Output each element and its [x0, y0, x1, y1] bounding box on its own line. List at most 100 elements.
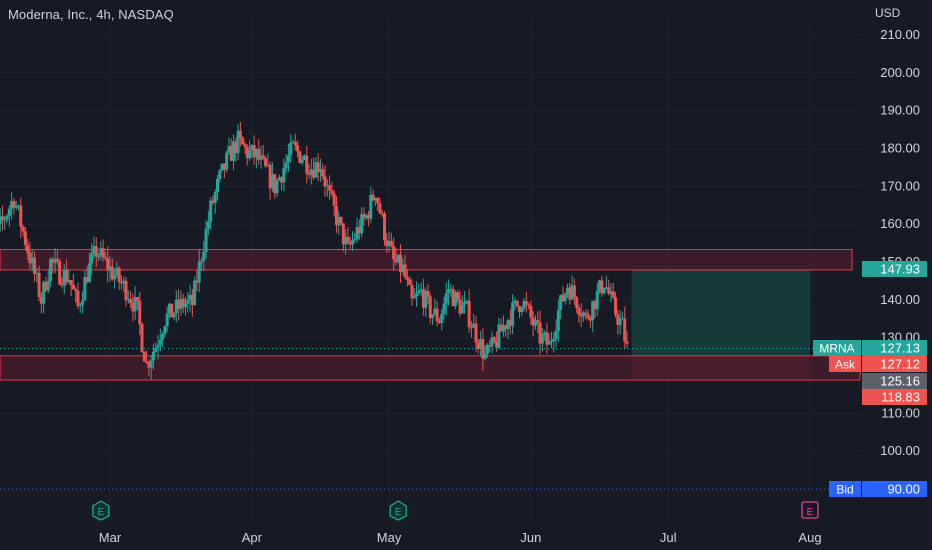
candle-body	[103, 257, 107, 259]
candle-body	[376, 197, 380, 204]
candle-body	[138, 300, 142, 325]
candle-body	[145, 361, 149, 363]
candle	[490, 331, 494, 354]
candle	[479, 330, 483, 357]
candle	[389, 232, 393, 248]
candle	[380, 209, 384, 218]
candle-body	[113, 275, 117, 280]
candle-body	[421, 289, 425, 308]
candle	[211, 195, 215, 206]
candle-body	[156, 344, 160, 348]
candle	[501, 315, 505, 337]
candle-body	[165, 313, 169, 327]
candle	[355, 217, 359, 243]
candle	[30, 249, 34, 272]
candle	[364, 213, 368, 221]
candle-body	[58, 261, 62, 285]
candle-body	[37, 272, 41, 297]
candle	[202, 240, 206, 271]
candle	[353, 233, 357, 244]
candle	[527, 302, 531, 310]
candle	[449, 283, 453, 297]
candle	[266, 153, 270, 167]
candle-body	[12, 201, 16, 208]
candle	[307, 163, 311, 179]
candle-body	[607, 287, 611, 294]
candle	[293, 133, 297, 151]
candle	[122, 276, 126, 293]
candle-body	[591, 301, 595, 321]
price-label-box	[862, 261, 927, 277]
candle	[69, 279, 73, 296]
candle	[161, 331, 165, 348]
candle	[60, 276, 64, 289]
candle-body	[28, 252, 32, 264]
candle	[572, 278, 576, 306]
candle	[399, 244, 403, 283]
candle-body	[293, 141, 297, 146]
candle-body	[119, 282, 123, 284]
candle-body	[604, 287, 608, 289]
candle	[218, 168, 222, 183]
candle	[183, 296, 187, 316]
candle	[238, 122, 242, 147]
candle	[282, 158, 286, 192]
candle	[593, 299, 597, 318]
candle-body	[94, 246, 98, 257]
price-label-box	[862, 340, 927, 356]
candle	[625, 331, 629, 349]
candle	[522, 298, 526, 312]
candle-body	[566, 287, 570, 294]
candle	[264, 156, 268, 168]
candle-body	[115, 267, 119, 276]
candle	[424, 287, 428, 317]
candle-body	[49, 258, 53, 282]
candle-body	[0, 216, 2, 224]
candle-body	[366, 214, 370, 219]
candle-body	[181, 298, 185, 308]
candle-body	[483, 353, 487, 359]
candle	[37, 265, 41, 302]
candle	[298, 150, 302, 164]
candle-body	[101, 248, 105, 258]
candle-body	[524, 301, 528, 305]
candle-body	[458, 299, 462, 314]
candle-body	[51, 258, 55, 263]
axis-layer: 100.00110.00130.00140.00150.00160.00170.…	[99, 27, 920, 545]
candle-body	[312, 169, 316, 178]
candle-body	[344, 236, 348, 245]
candle	[291, 139, 295, 144]
last-price-label: 127.13 MRNA	[813, 340, 927, 356]
candle	[19, 197, 23, 238]
candle	[3, 215, 7, 230]
candle-body	[339, 216, 343, 224]
candle	[421, 278, 425, 316]
candle-body	[154, 347, 158, 352]
candle	[614, 292, 618, 319]
candle	[513, 297, 517, 311]
candle-body	[419, 289, 423, 292]
candle	[90, 242, 94, 276]
candle	[474, 316, 478, 352]
candle-body	[554, 330, 558, 339]
candle	[78, 302, 82, 313]
candle	[5, 213, 9, 224]
candle	[346, 227, 350, 245]
candle-body	[485, 344, 489, 354]
candle	[604, 275, 608, 290]
candle	[163, 325, 167, 338]
candle	[245, 144, 249, 166]
candle	[575, 295, 579, 314]
candle	[392, 237, 396, 270]
candle-body	[472, 323, 476, 328]
zone-layer	[0, 249, 861, 381]
candle-body	[515, 300, 519, 307]
candle-body	[620, 318, 624, 320]
candle-body	[298, 151, 302, 163]
candle	[172, 312, 176, 321]
candle	[453, 290, 457, 310]
y-tick-label: 180.00	[880, 141, 920, 156]
candle	[591, 300, 595, 332]
candle	[99, 241, 103, 261]
